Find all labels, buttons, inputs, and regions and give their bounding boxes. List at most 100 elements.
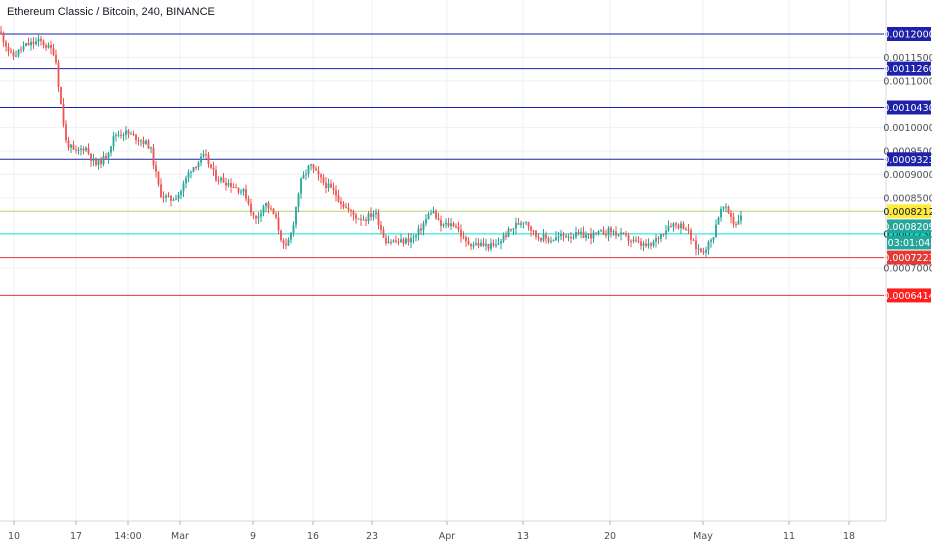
candle-body [210,164,212,168]
candle-body [260,213,262,217]
candle-body [0,31,2,33]
candle-body [405,238,407,244]
candle-body [600,230,602,232]
candle-body [347,207,350,210]
level-price-tag-text: 0.0009323 [883,155,932,166]
candle-body [225,182,227,186]
candle-body [530,226,532,231]
candle-body [95,159,97,165]
candle-body [222,177,225,183]
candle-body [277,217,280,231]
candle-body [117,134,120,136]
candle-body [305,174,307,176]
candle-body [370,213,372,217]
candle-body [597,231,600,234]
candle-body [687,229,690,231]
candle-body [482,243,485,246]
candle-body [242,189,245,192]
candle-body [97,159,100,165]
candle-body [700,248,702,252]
candle-body [60,86,62,105]
candle-body [345,207,347,209]
candle-body [667,226,670,231]
candle-body [127,130,130,134]
candle-body [107,152,110,159]
candle-body [2,32,5,42]
time-tick-label: Apr [439,531,456,542]
candle-body [560,234,562,237]
candle-body [170,195,172,201]
candle-body [705,249,707,253]
candle-body [402,239,405,244]
candle-body [87,147,90,154]
candle-body [550,240,552,242]
candle-body [665,230,667,235]
chart-symbol-header: Ethereum Classic / Bitcoin, 240, BINANCE [7,6,215,18]
candle-body [707,241,710,250]
candle-body [702,251,705,253]
candle-body [255,215,257,219]
candle-body [172,199,175,201]
candle-body [655,238,657,242]
candle-body [375,212,377,214]
candle-body [190,171,192,173]
candle-body [185,178,187,184]
candle-body [715,224,717,238]
candle-body [585,234,587,238]
candle-body [505,235,507,237]
candle-body [495,244,497,246]
candle-body [487,243,490,249]
candle-body [617,234,620,236]
candle-body [412,237,415,239]
last-price-tag [887,219,931,234]
candle-body [582,231,585,238]
candle-body [565,235,567,238]
time-tick-label: 13 [517,531,529,542]
level-price-tag-text: 0.0007223 [883,253,932,264]
candle-body [112,136,115,147]
level-price-tag [887,27,931,41]
candle-body [735,224,737,226]
candle-body [477,243,480,246]
candle-body [400,239,402,243]
candle-body [535,230,537,237]
candle-body [377,212,380,226]
candle-body [295,207,297,225]
candle-body [195,167,197,169]
candle-body [327,183,330,189]
candle-body [217,180,220,182]
candle-body [125,130,127,135]
price-tick-label: 0.0011500 [883,53,932,64]
candle-body [175,198,177,200]
time-axis[interactable] [0,521,886,550]
candle-body [250,203,252,213]
candle-body [512,228,515,230]
candle-body [480,243,482,246]
candle-body [202,153,205,157]
candle-body [647,243,650,246]
candle-body [427,214,430,219]
candle-body [395,240,397,242]
candle-body [232,186,235,188]
candle-body [52,48,55,55]
candle-body [140,140,142,142]
candle-body [675,223,677,225]
candle-body [382,229,385,238]
candle-body [727,206,730,213]
candle-body [267,202,270,209]
candle-body [280,230,282,241]
candle-body [355,215,357,219]
candle-body [27,42,30,46]
candle-body [145,140,147,145]
candle-body [257,216,260,219]
candle-body [315,168,317,171]
candle-body [275,214,277,218]
candle-body [230,183,232,187]
candle-body [90,153,92,161]
candle-body [135,134,137,141]
candle-body [470,244,472,247]
candle-body [515,223,517,229]
candle-body [132,133,135,135]
candle-body [100,159,102,165]
